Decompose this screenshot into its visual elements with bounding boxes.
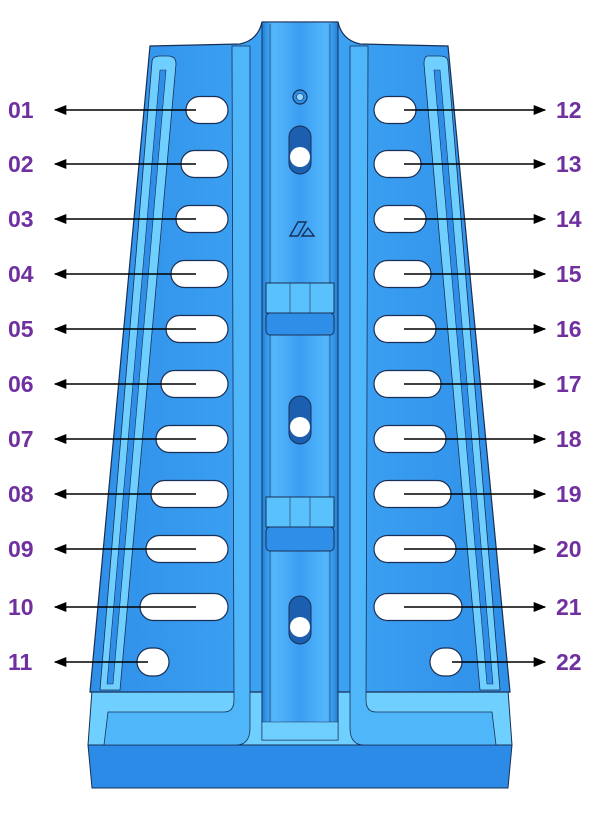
bottom-flange — [87, 744, 513, 789]
callout-label-19: 19 — [556, 481, 582, 507]
left-rim-inner — [106, 69, 167, 685]
callout-label-17: 17 — [556, 371, 582, 397]
left-channel-wall — [103, 45, 251, 746]
callout-label-11: 11 — [8, 649, 33, 675]
callout-label-15: 15 — [556, 261, 582, 287]
center-slot-2 — [288, 395, 312, 445]
callout-labels: 01 02 03 04 05 06 07 08 09 10 11 12 13 14 15 16 17 18 19 20… — [8, 97, 582, 675]
callout-label-02: 02 — [8, 151, 34, 177]
callout-label-20: 20 — [556, 536, 582, 562]
clip-1 — [265, 282, 335, 336]
callout-label-14: 14 — [556, 206, 582, 232]
right-channel-wall — [349, 45, 497, 746]
logo-icon — [288, 221, 316, 237]
callout-label-13: 13 — [556, 151, 582, 177]
callout-arrows — [53, 104, 547, 668]
callout-label-05: 05 — [8, 316, 34, 342]
callout-label-16: 16 — [556, 316, 582, 342]
callout-label-22: 22 — [556, 649, 582, 675]
center-slot-3 — [288, 595, 312, 645]
callout-label-09: 09 — [8, 536, 34, 562]
callout-label-07: 07 — [8, 426, 34, 452]
callout-label-21: 21 — [556, 594, 582, 620]
callout-label-04: 04 — [8, 261, 34, 287]
clip-2 — [265, 496, 335, 552]
callout-label-01: 01 — [8, 97, 34, 123]
callout-label-10: 10 — [8, 594, 34, 620]
callout-label-06: 06 — [8, 371, 34, 397]
callout-label-08: 08 — [8, 481, 34, 507]
callout-label-18: 18 — [556, 426, 582, 452]
callout-label-12: 12 — [556, 97, 582, 123]
center-slot-1 — [288, 125, 312, 175]
right-rim-inner — [433, 69, 494, 685]
callout-label-03: 03 — [8, 206, 34, 232]
